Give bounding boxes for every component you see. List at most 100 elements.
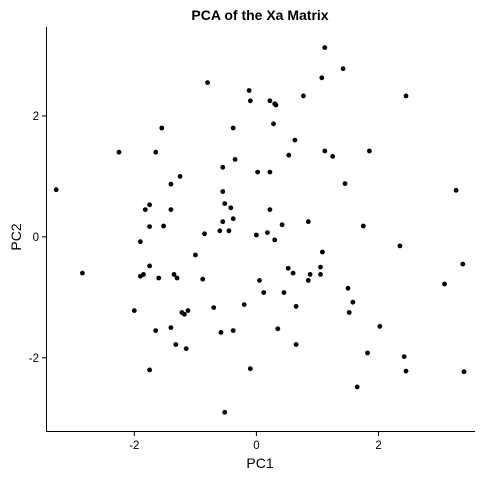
data-point [397, 243, 403, 249]
data-point [377, 324, 383, 329]
data-point [147, 263, 153, 269]
y-tick-label: -2 [29, 353, 39, 365]
data-point [285, 265, 291, 271]
data-point [138, 239, 143, 245]
data-point [322, 148, 328, 154]
data-point [293, 342, 299, 347]
data-point [247, 366, 253, 372]
data-point [453, 187, 459, 193]
data-point [403, 368, 409, 374]
data-point [342, 181, 348, 187]
data-point [267, 169, 273, 175]
data-point [301, 93, 306, 99]
data-point [161, 223, 167, 229]
data-point [246, 88, 252, 93]
x-axis-label: PC1 [246, 455, 273, 471]
data-point [159, 125, 165, 131]
data-point [281, 290, 287, 295]
data-point [142, 207, 148, 213]
data-point [354, 384, 360, 390]
data-point [318, 264, 323, 270]
x-axis-ticks: -2 0 2 [129, 431, 382, 452]
data-point [230, 125, 236, 131]
points-layer [53, 45, 467, 415]
data-point [220, 189, 226, 194]
data-point [168, 207, 174, 213]
data-point [275, 326, 281, 332]
data-point [442, 281, 447, 287]
data-point [205, 80, 211, 85]
data-point [185, 308, 191, 313]
y-axis-label: PC2 [8, 223, 24, 250]
data-point [173, 342, 179, 347]
data-point [292, 137, 298, 143]
plot-area: -2 0 2 -2 0 2 [29, 27, 475, 452]
data-point [307, 272, 313, 277]
data-point [222, 201, 228, 207]
data-point [350, 299, 356, 305]
data-point [461, 369, 467, 375]
data-point [365, 350, 370, 356]
data-point [116, 149, 122, 155]
data-point [460, 261, 466, 267]
data-point [182, 311, 187, 317]
x-tick-label: 2 [375, 440, 381, 452]
data-point [171, 272, 177, 277]
data-point [286, 152, 292, 158]
data-point [200, 276, 206, 282]
data-point [147, 367, 153, 373]
data-point [293, 304, 299, 309]
data-point [340, 66, 346, 72]
data-point [131, 308, 137, 313]
data-point [147, 202, 153, 208]
data-point [168, 181, 174, 187]
data-point [401, 354, 407, 359]
data-point [228, 205, 234, 211]
data-point [330, 154, 336, 159]
data-point [202, 231, 207, 237]
data-point [80, 270, 85, 276]
data-point [211, 305, 217, 310]
data-point [153, 149, 159, 155]
data-point [230, 216, 236, 222]
data-point [272, 237, 278, 243]
data-point [153, 328, 159, 333]
data-point [247, 98, 253, 104]
data-point [267, 207, 273, 213]
data-point [218, 330, 224, 335]
data-point [193, 252, 198, 258]
chart-title: PCA of the Xa Matrix [191, 7, 328, 23]
y-tick-label: 2 [33, 111, 39, 123]
data-point [217, 228, 223, 234]
x-tick-label: -2 [129, 440, 139, 452]
data-point [220, 164, 226, 170]
data-point [290, 270, 296, 276]
data-point [183, 346, 189, 352]
data-point [147, 224, 153, 230]
data-point [255, 169, 260, 175]
data-point [320, 249, 325, 255]
data-point [345, 285, 351, 291]
data-point [322, 45, 328, 50]
data-point [177, 174, 183, 179]
data-point [318, 272, 323, 277]
y-axis-ticks: -2 0 2 [29, 111, 47, 365]
data-point [305, 219, 311, 225]
data-point [226, 228, 232, 234]
data-point [271, 121, 276, 127]
data-point [230, 328, 236, 333]
data-point [174, 275, 180, 281]
data-point [267, 98, 273, 104]
data-point [261, 290, 267, 295]
x-tick-label: 0 [253, 440, 259, 452]
data-point [257, 278, 262, 283]
data-point [279, 222, 285, 228]
data-point [222, 409, 228, 415]
data-point [220, 219, 226, 225]
data-point [138, 273, 143, 279]
data-point [305, 278, 311, 283]
data-point [232, 157, 238, 162]
y-tick-label: 0 [33, 232, 39, 244]
data-point [403, 93, 409, 99]
